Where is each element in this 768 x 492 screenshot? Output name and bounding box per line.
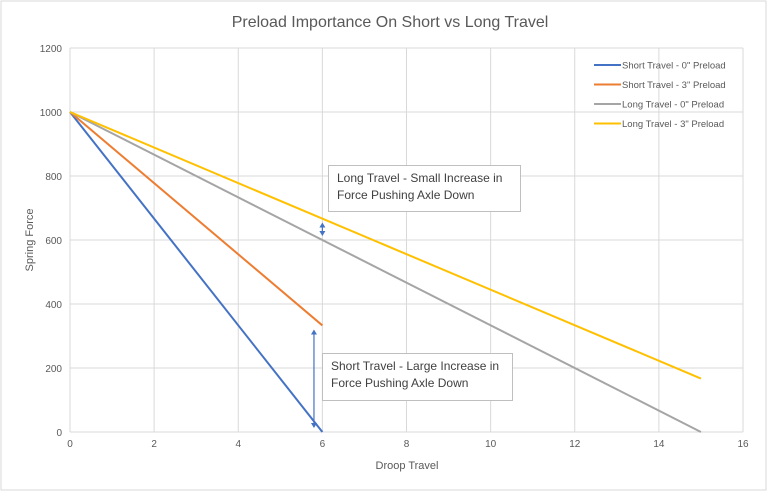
series-line — [69, 111, 324, 327]
legend-label: Long Travel - 3" Preload — [622, 119, 724, 130]
arrowhead-up — [319, 222, 326, 228]
x-axis-label: Droop Travel — [376, 460, 439, 472]
series-line — [69, 111, 324, 433]
x-tick-label: 4 — [235, 439, 241, 450]
x-tick-label: 14 — [653, 439, 665, 450]
y-tick-label: 400 — [45, 300, 62, 311]
series-line — [69, 111, 702, 380]
x-tick-label: 16 — [737, 439, 749, 450]
x-tick-label: 6 — [320, 439, 326, 450]
legend-label: Short Travel - 0" Preload — [622, 61, 726, 72]
arrowhead-down — [310, 423, 317, 428]
x-tick-label: 12 — [569, 439, 581, 450]
annotation-short-travel: Short Travel - Large Increase in Force P… — [322, 353, 513, 401]
y-tick-label: 600 — [45, 236, 62, 247]
chart-title: Preload Importance On Short vs Long Trav… — [232, 14, 549, 31]
x-tick-label: 2 — [151, 439, 157, 450]
arrowhead-up — [310, 329, 317, 335]
annotation-text: Short Travel - Large Increase in — [331, 359, 500, 373]
legend-label: Long Travel - 0" Preload — [622, 100, 724, 111]
y-tick-label: 200 — [45, 364, 62, 375]
y-tick-label: 0 — [56, 428, 62, 439]
y-tick-label: 800 — [45, 172, 62, 183]
x-tick-label: 8 — [404, 439, 410, 450]
annotation-long-travel: Long Travel - Small Increase in Force Pu… — [328, 165, 521, 212]
annotation-text: Force Pushing Axle Down — [331, 376, 469, 390]
arrowhead-down — [319, 231, 326, 236]
y-tick-label: 1200 — [40, 44, 63, 55]
annotation-text: Force Pushing Axle Down — [337, 188, 475, 202]
x-tick-label: 0 — [67, 439, 73, 450]
annotation-text: Long Travel - Small Increase in — [337, 171, 503, 185]
y-axis-label: Spring Force — [24, 209, 36, 272]
series-line — [69, 111, 702, 433]
x-tick-label: 10 — [485, 439, 497, 450]
y-tick-label: 1000 — [40, 108, 63, 119]
legend-label: Short Travel - 3" Preload — [622, 80, 726, 91]
